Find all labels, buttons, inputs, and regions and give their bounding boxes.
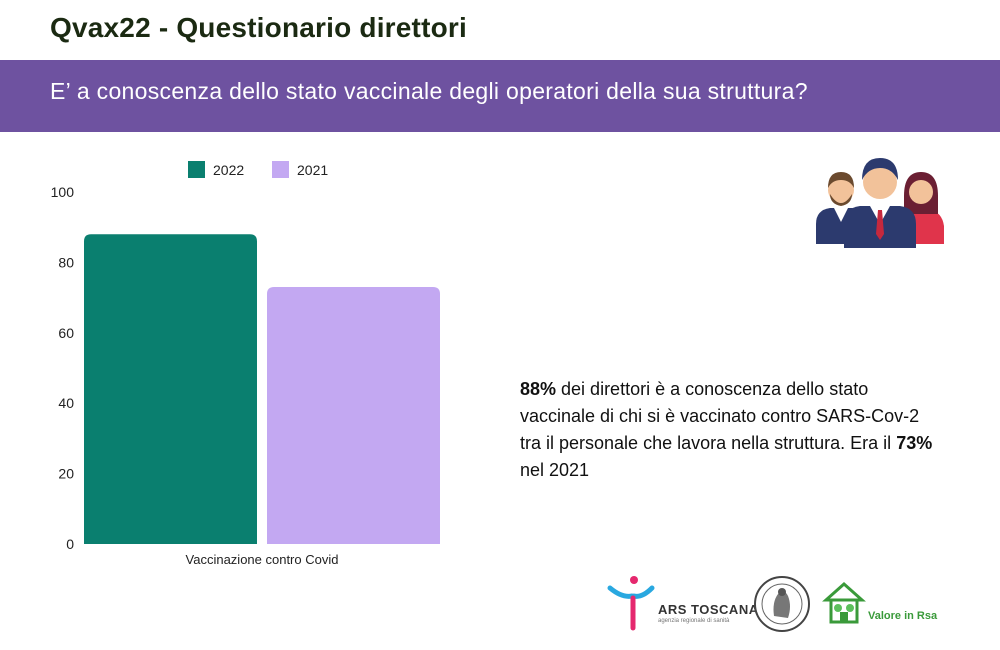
description-part1: dei direttori è a conoscenza dello stato… bbox=[520, 379, 920, 453]
bar-2022 bbox=[84, 234, 257, 544]
legend-swatch-2021 bbox=[272, 161, 289, 178]
university-seal-icon bbox=[754, 576, 810, 632]
bar-2021 bbox=[267, 287, 440, 544]
question-banner: E’ a conoscenza dello stato vaccinale de… bbox=[0, 60, 1000, 132]
y-tick-label: 60 bbox=[58, 325, 74, 341]
question-text: E’ a conoscenza dello stato vaccinale de… bbox=[50, 78, 808, 104]
page-title: Qvax22 - Questionario direttori bbox=[50, 12, 467, 43]
description-pct-2022: 88% bbox=[520, 379, 557, 399]
y-tick-label: 80 bbox=[58, 254, 74, 270]
ars-logo-name: ARS TOSCANA bbox=[658, 602, 759, 617]
legend-label-2022: 2022 bbox=[213, 162, 244, 178]
y-tick-label: 20 bbox=[58, 466, 74, 482]
ars-logo-subtitle: agenzia regionale di sanità bbox=[658, 618, 730, 624]
y-tick-label: 0 bbox=[66, 536, 74, 552]
valore-logo-name: Valore in Rsa bbox=[868, 610, 938, 622]
y-tick-label: 100 bbox=[51, 184, 75, 200]
legend-label-2021: 2021 bbox=[297, 162, 328, 178]
y-tick-label: 40 bbox=[58, 395, 74, 411]
bar-chart: 0 20 40 60 80 100 Vaccinazione contro Covid 202… bbox=[51, 161, 440, 567]
description-text: 88% dei direttori è a conoscenza dello s… bbox=[520, 376, 940, 484]
description-pct-2021: 73% bbox=[896, 433, 933, 453]
valore-in-rsa-logo-icon bbox=[822, 581, 866, 624]
footer-logos: ARS TOSCANA agenzia regionale di sanità … bbox=[606, 574, 951, 634]
legend-swatch-2022 bbox=[188, 161, 205, 178]
ars-logo-icon bbox=[607, 576, 655, 631]
x-category-label: Vaccinazione contro Covid bbox=[186, 552, 339, 567]
people-group-icon bbox=[816, 158, 944, 248]
description-part2: nel 2021 bbox=[520, 460, 590, 480]
